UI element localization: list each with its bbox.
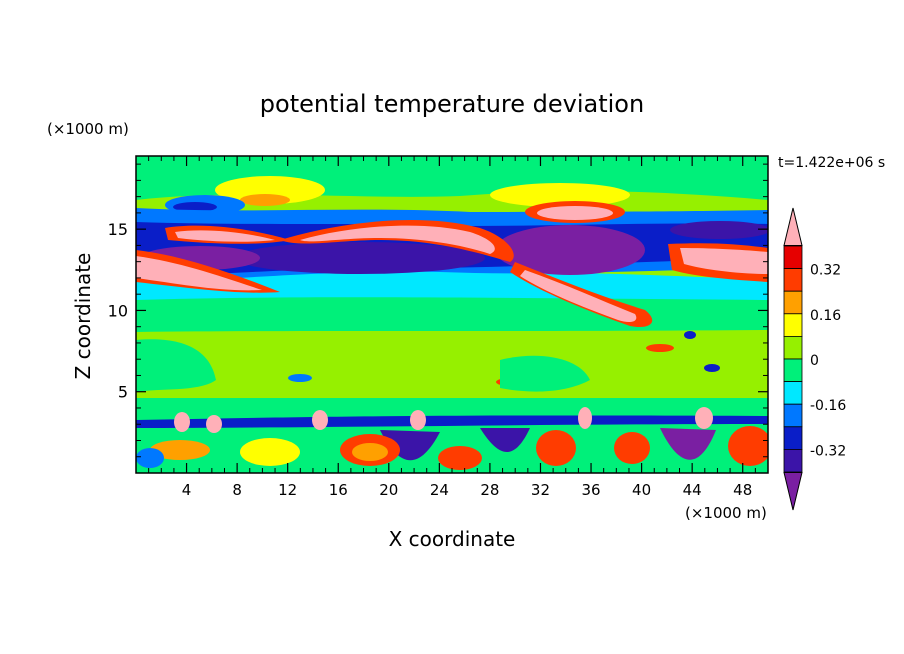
surface-orange-2 (150, 440, 210, 460)
heatmap-field (136, 156, 768, 473)
colorbar-bottom-arrow (783, 472, 803, 511)
surface-purple-3 (660, 428, 716, 460)
pink-band-diagonal (520, 270, 637, 322)
x-tick-label: 44 (683, 481, 702, 499)
surface-red-4 (614, 432, 650, 464)
blob-upper-yellow-2 (490, 183, 630, 207)
colorbar-label: 0.32 (810, 263, 841, 279)
colorbar-swatch (783, 403, 803, 428)
pink-band-top-left (175, 230, 275, 242)
x-axis-label: X coordinate (389, 527, 516, 551)
colorbar-label: 0.16 (810, 308, 841, 324)
speck-1 (646, 344, 674, 352)
y-unit-label: (×1000 m) (47, 120, 129, 138)
surface-orange-1 (352, 443, 388, 461)
x-tick-label: 28 (480, 481, 499, 499)
x-tick-label: 20 (379, 481, 398, 499)
pink-band-main (300, 225, 495, 254)
speck-2 (684, 331, 696, 339)
colorbar-label: 0 (810, 353, 819, 369)
time-label: t=1.422e+06 s (778, 155, 885, 171)
surface-pink-5 (578, 407, 592, 429)
surface-purple-1 (380, 430, 440, 461)
surface-pink-1 (174, 412, 190, 432)
x-unit-label: (×1000 m) (685, 504, 767, 522)
blob-purple-1 (235, 242, 485, 274)
y-axis-label: Z coordinate (71, 253, 95, 380)
x-tick-label: 24 (430, 481, 449, 499)
blob-upper-navy-1 (173, 202, 217, 212)
blob-purple-2 (495, 225, 645, 275)
x-tick-label: 4 (182, 481, 192, 499)
surface-pink-3 (312, 410, 328, 430)
speck-3 (704, 364, 720, 372)
colorbar-swatch (783, 358, 803, 383)
colorbar-top-arrow (783, 207, 803, 246)
blob-upper-yellow-1 (215, 176, 325, 204)
y-tick-label: 15 (108, 220, 128, 239)
surface-navy-line (136, 415, 768, 428)
blob-purple-4 (670, 221, 768, 239)
surface-purple-2 (480, 428, 530, 452)
colorbar-swatch (783, 448, 803, 473)
x-tick-label: 32 (531, 481, 550, 499)
surface-yellow-1 (240, 438, 300, 466)
colorbar-label: -0.16 (810, 398, 846, 414)
colorbar-swatch (783, 313, 803, 337)
surface-red-5 (728, 426, 768, 466)
colorbar: 0.32 0.16 0 -0.16 -0.32 (783, 207, 846, 511)
y-tick-label: 10 (108, 301, 128, 320)
surface-red-3 (536, 430, 576, 466)
surface-pink-2 (206, 415, 222, 433)
colorbar-swatch (783, 268, 803, 292)
x-tick-label: 16 (329, 481, 348, 499)
blob-upper-orange-1 (240, 194, 290, 206)
surface-blue-1 (136, 448, 164, 468)
blob-pink-upper-mid (537, 206, 613, 220)
colorbar-swatch (783, 426, 803, 450)
surface-red-2 (438, 446, 482, 470)
colorbar-label: -0.32 (810, 443, 846, 459)
green-low-1 (136, 339, 216, 392)
surface-pink-6 (695, 407, 713, 429)
x-tick-label: 40 (632, 481, 651, 499)
surface-pink-4 (410, 410, 426, 430)
colorbar-swatch (783, 335, 803, 360)
x-tick-label: 36 (581, 481, 600, 499)
x-tick-label: 48 (733, 481, 752, 499)
x-tick-label: 8 (232, 481, 242, 499)
pink-band-right (680, 248, 768, 274)
pink-band-left (136, 256, 262, 291)
colorbar-swatch (783, 290, 803, 315)
colorbar-swatch (783, 245, 803, 270)
speck-5 (288, 374, 312, 382)
colorbar-swatch (783, 381, 803, 405)
green-low-2 (500, 355, 590, 392)
y-tick-label: 5 (118, 383, 128, 402)
chart-title: potential temperature deviation (260, 90, 644, 118)
x-tick-label: 12 (278, 481, 297, 499)
green-mid-layer (136, 297, 768, 332)
